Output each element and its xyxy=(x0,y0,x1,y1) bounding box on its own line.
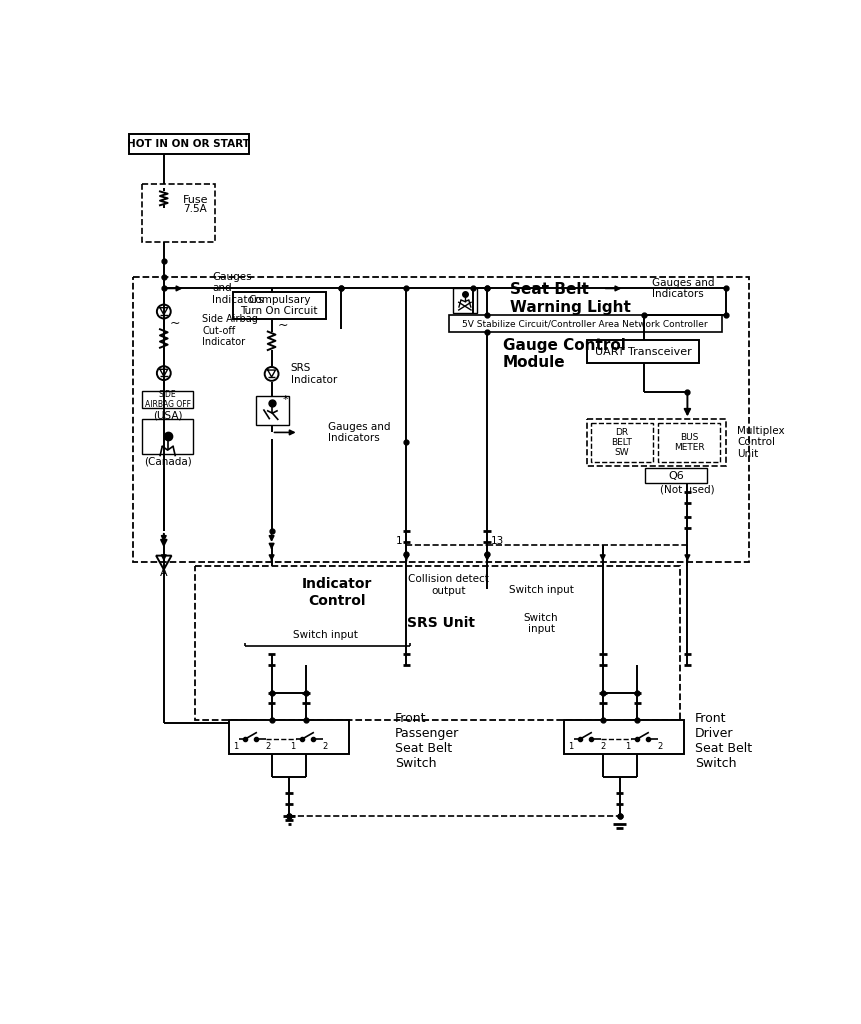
Text: 2: 2 xyxy=(322,742,327,751)
Bar xyxy=(586,340,698,364)
Text: BUS
METER: BUS METER xyxy=(672,433,703,453)
Bar xyxy=(129,134,248,154)
Text: Indicator
Control: Indicator Control xyxy=(301,578,372,607)
Text: (Not used): (Not used) xyxy=(660,484,714,495)
Bar xyxy=(449,315,722,333)
Text: DR
BELT
SW: DR BELT SW xyxy=(610,428,632,458)
Bar xyxy=(564,720,683,755)
Text: *: * xyxy=(282,395,288,406)
Bar xyxy=(195,565,679,720)
Text: Side Airbag
Cut-off
Indicator: Side Airbag Cut-off Indicator xyxy=(202,314,258,347)
Text: Compulsary
Turn On Circuit: Compulsary Turn On Circuit xyxy=(240,295,318,316)
Text: Collision detect
output: Collision detect output xyxy=(408,574,488,596)
Bar xyxy=(142,420,193,454)
Text: Gauges
and
Indicators: Gauges and Indicators xyxy=(212,271,263,305)
Text: Seat Belt
Warning Light: Seat Belt Warning Light xyxy=(510,283,630,314)
Text: Front
Passenger
Seat Belt
Switch: Front Passenger Seat Belt Switch xyxy=(394,712,459,770)
Text: Front
Driver
Seat Belt
Switch: Front Driver Seat Belt Switch xyxy=(694,712,752,770)
Text: 1: 1 xyxy=(624,742,629,751)
Text: SIDE
AIRBAG OFF: SIDE AIRBAG OFF xyxy=(145,389,190,409)
Text: 1: 1 xyxy=(395,536,402,546)
Text: 1: 1 xyxy=(232,742,238,751)
Text: A: A xyxy=(160,568,167,579)
Bar xyxy=(658,423,719,462)
Text: Q6: Q6 xyxy=(667,471,683,480)
Bar xyxy=(586,420,725,466)
Bar xyxy=(452,289,477,313)
Bar xyxy=(256,396,288,426)
Text: 1: 1 xyxy=(289,742,294,751)
Text: Switch
input: Switch input xyxy=(523,612,558,634)
Bar xyxy=(142,391,193,408)
Bar xyxy=(133,276,748,562)
Text: Gauges and
Indicators: Gauges and Indicators xyxy=(651,278,714,299)
Bar xyxy=(644,468,706,483)
Text: 2: 2 xyxy=(265,742,270,751)
Text: ~: ~ xyxy=(277,318,288,332)
Bar xyxy=(232,292,325,319)
Text: 7.5A: 7.5A xyxy=(183,204,207,214)
Text: HOT IN ON OR START: HOT IN ON OR START xyxy=(127,139,250,150)
Text: SRS Unit: SRS Unit xyxy=(406,616,474,631)
Text: 2: 2 xyxy=(656,742,661,751)
Bar xyxy=(142,184,215,243)
Text: 2: 2 xyxy=(599,742,604,751)
Text: Switch input: Switch input xyxy=(293,630,357,640)
Bar xyxy=(229,720,348,755)
Text: Switch input: Switch input xyxy=(508,586,573,595)
Text: Fuse: Fuse xyxy=(183,195,208,205)
Text: Gauge Control
Module: Gauge Control Module xyxy=(502,338,625,370)
Text: 13: 13 xyxy=(491,536,504,546)
Text: ~: ~ xyxy=(170,316,180,330)
Text: 5V Stabilize Circuit/Controller Area Network Controller: 5V Stabilize Circuit/Controller Area Net… xyxy=(461,319,707,329)
Text: Gauges and
Indicators: Gauges and Indicators xyxy=(327,422,390,443)
Text: (Canada): (Canada) xyxy=(144,457,191,467)
Text: SRS
Indicator: SRS Indicator xyxy=(290,364,337,385)
Bar xyxy=(591,423,652,462)
Text: 1: 1 xyxy=(567,742,573,751)
Text: Multiplex
Control
Unit: Multiplex Control Unit xyxy=(737,426,784,459)
Text: UART Transceiver: UART Transceiver xyxy=(594,346,691,356)
Text: (USA): (USA) xyxy=(152,411,183,421)
